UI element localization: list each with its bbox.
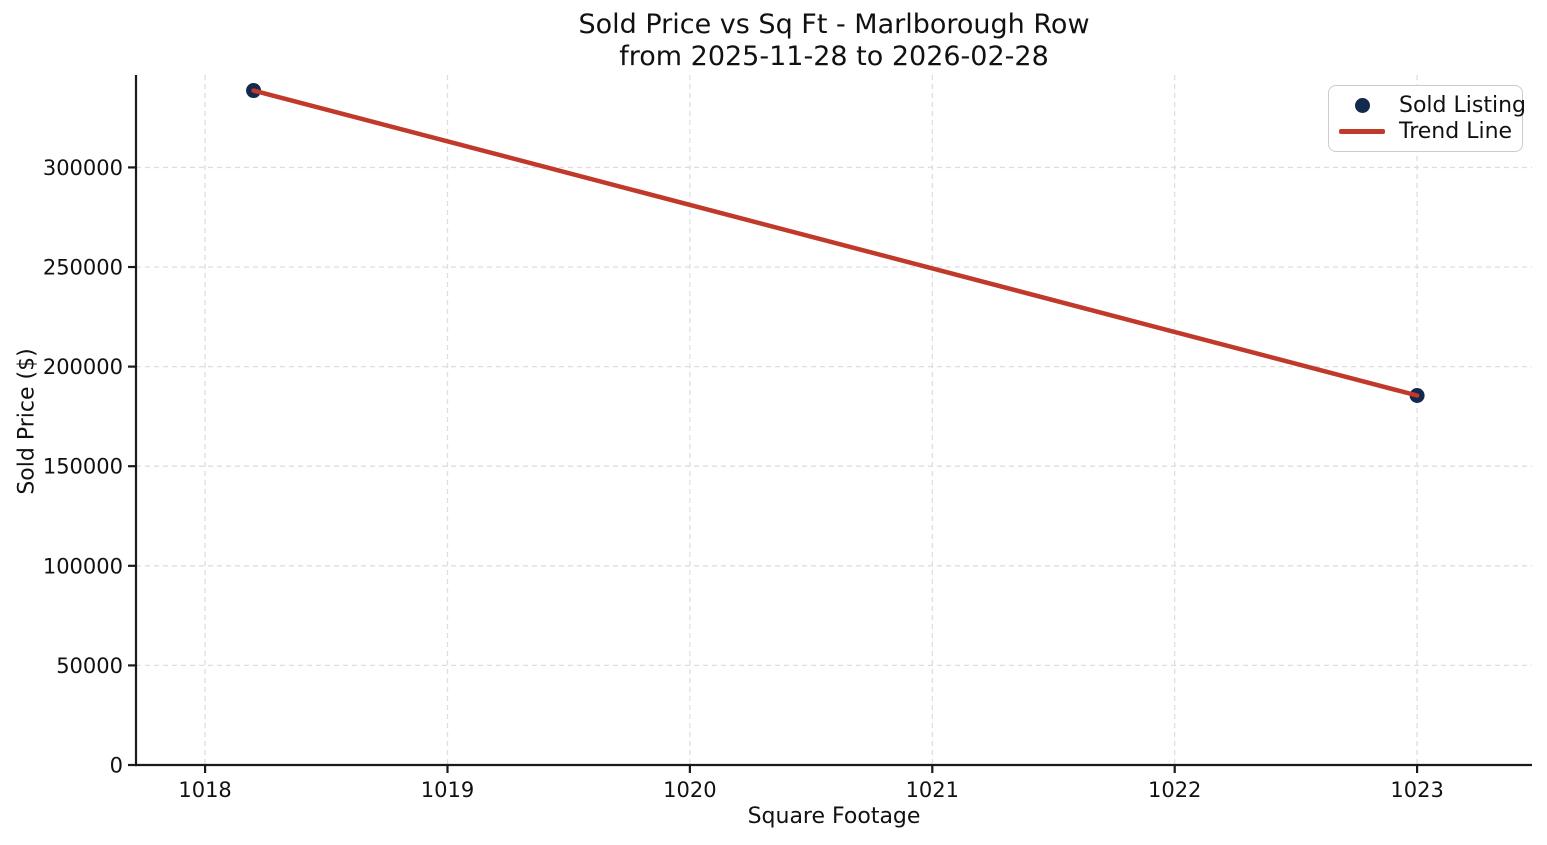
x-tick-label: 1023 xyxy=(1390,778,1443,802)
sold-listing-marker-icon xyxy=(1354,98,1370,114)
legend-label-trend-line: Trend Line xyxy=(1399,118,1513,144)
x-tick-label: 1021 xyxy=(906,778,959,802)
x-tick-label: 1019 xyxy=(421,778,474,802)
y-tick-label: 250000 xyxy=(43,256,123,280)
legend-item-sold-listing: Sold Listing xyxy=(1335,93,1526,118)
y-tick-label: 0 xyxy=(110,754,123,778)
y-tick-label: 300000 xyxy=(43,156,123,180)
chart-title: Sold Price vs Sq Ft - Marlborough Row fr… xyxy=(136,9,1532,74)
trend-line xyxy=(251,88,1420,398)
x-tick-label: 1020 xyxy=(663,778,716,802)
legend: Sold Listing Trend Line xyxy=(1328,85,1526,152)
y-tick-label: 50000 xyxy=(56,654,123,678)
legend-label-sold-listing: Sold Listing xyxy=(1399,93,1526,119)
y-tick-label: 200000 xyxy=(43,355,123,379)
legend-item-trend-line: Trend Line xyxy=(1335,119,1512,144)
x-axis-label: Square Footage xyxy=(747,804,921,829)
y-axis-label: Sold Price ($) xyxy=(14,348,40,495)
x-tick-label: 1018 xyxy=(178,778,231,802)
x-tick-label: 1022 xyxy=(1148,778,1201,802)
y-tick-label: 150000 xyxy=(43,455,123,479)
chart-title-line1: Sold Price vs Sq Ft - Marlborough Row xyxy=(578,9,1090,40)
trend-line-marker-icon xyxy=(1339,128,1385,134)
y-tick-label: 100000 xyxy=(43,554,123,578)
chart-title-line2: from 2025-11-28 to 2026-02-28 xyxy=(619,41,1049,73)
